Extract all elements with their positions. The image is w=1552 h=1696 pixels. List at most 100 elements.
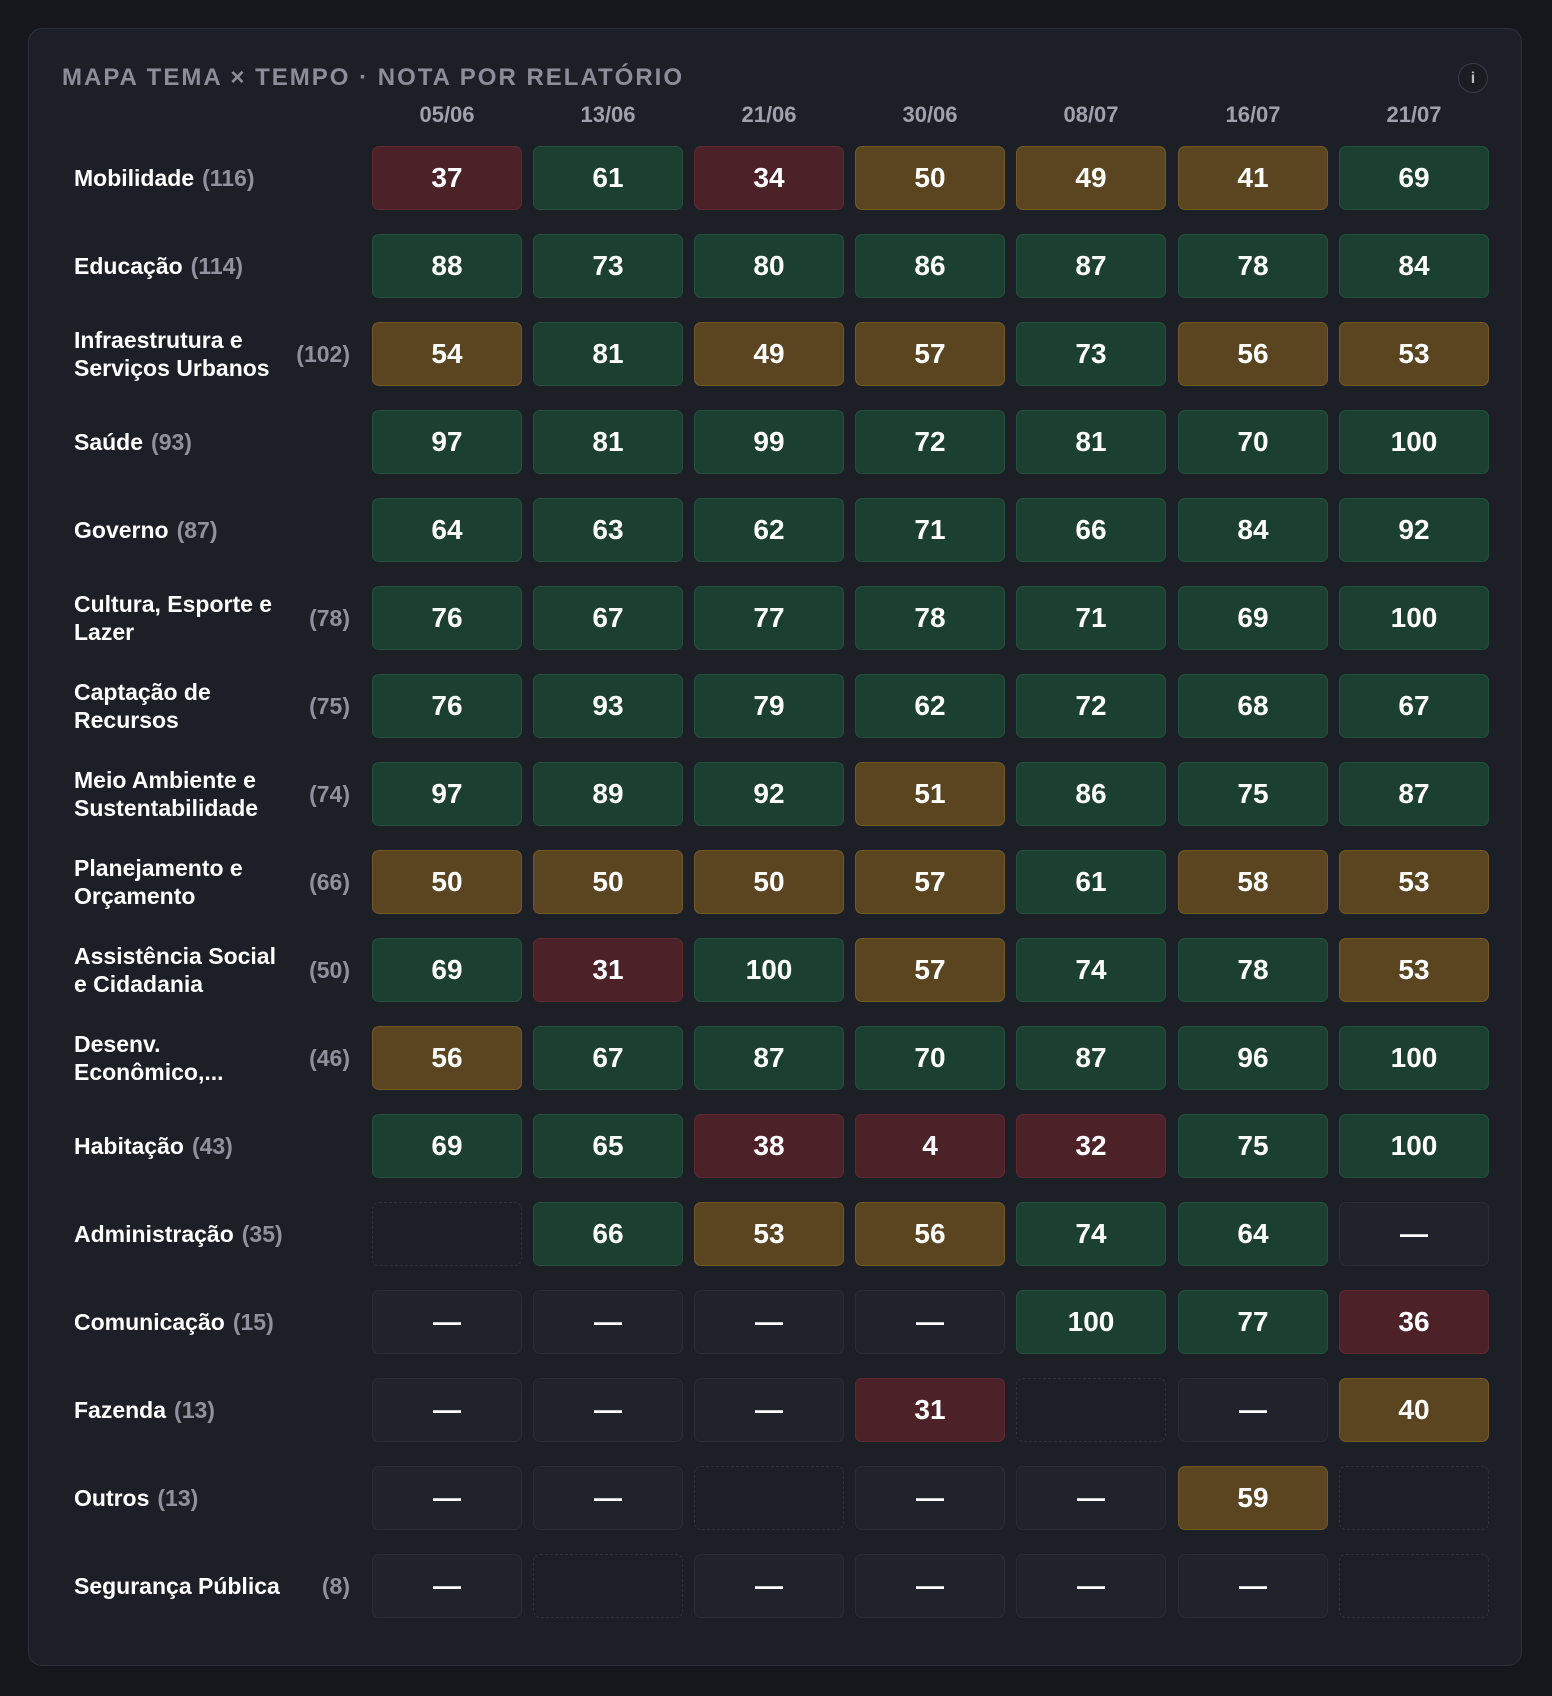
heatmap-cell[interactable]: 50 [372,850,522,914]
heatmap-cell[interactable]: 67 [1339,674,1489,738]
heatmap-cell[interactable]: — [1178,1378,1328,1442]
heatmap-cell[interactable]: 57 [855,322,1005,386]
heatmap-cell[interactable]: 36 [1339,1290,1489,1354]
heatmap-cell[interactable]: 77 [694,586,844,650]
heatmap-cell[interactable]: 31 [855,1378,1005,1442]
heatmap-cell[interactable]: 76 [372,586,522,650]
heatmap-cell[interactable]: 67 [533,1026,683,1090]
heatmap-cell[interactable]: 86 [855,234,1005,298]
heatmap-cell[interactable]: 67 [533,586,683,650]
heatmap-cell[interactable]: — [694,1290,844,1354]
heatmap-cell[interactable]: 97 [372,762,522,826]
heatmap-cell[interactable]: 100 [1339,1114,1489,1178]
heatmap-cell[interactable] [533,1554,683,1618]
heatmap-cell[interactable]: 31 [533,938,683,1002]
heatmap-cell[interactable]: — [855,1466,1005,1530]
heatmap-cell[interactable]: 100 [1339,410,1489,474]
heatmap-cell[interactable]: 56 [372,1026,522,1090]
heatmap-cell[interactable]: — [533,1290,683,1354]
heatmap-cell[interactable]: — [1016,1466,1166,1530]
heatmap-cell[interactable] [1339,1466,1489,1530]
heatmap-cell[interactable]: 86 [1016,762,1166,826]
heatmap-cell[interactable]: — [694,1554,844,1618]
heatmap-cell[interactable] [372,1202,522,1266]
heatmap-cell[interactable]: 77 [1178,1290,1328,1354]
heatmap-cell[interactable]: 69 [1178,586,1328,650]
heatmap-cell[interactable]: 69 [372,938,522,1002]
heatmap-cell[interactable]: 49 [1016,146,1166,210]
heatmap-cell[interactable]: 37 [372,146,522,210]
heatmap-cell[interactable]: 41 [1178,146,1328,210]
heatmap-cell[interactable]: 100 [1016,1290,1166,1354]
heatmap-cell[interactable]: 64 [1178,1202,1328,1266]
heatmap-cell[interactable]: 56 [1178,322,1328,386]
heatmap-cell[interactable]: 93 [533,674,683,738]
heatmap-cell[interactable]: 66 [1016,498,1166,562]
heatmap-cell[interactable] [694,1466,844,1530]
heatmap-cell[interactable]: 53 [1339,322,1489,386]
heatmap-cell[interactable]: 64 [372,498,522,562]
heatmap-cell[interactable]: 56 [855,1202,1005,1266]
heatmap-cell[interactable]: 100 [1339,1026,1489,1090]
heatmap-cell[interactable]: — [372,1466,522,1530]
heatmap-cell[interactable]: — [533,1466,683,1530]
heatmap-cell[interactable]: 74 [1016,1202,1166,1266]
heatmap-cell[interactable]: — [1339,1202,1489,1266]
heatmap-cell[interactable]: 65 [533,1114,683,1178]
heatmap-cell[interactable]: 66 [533,1202,683,1266]
heatmap-cell[interactable]: 76 [372,674,522,738]
heatmap-cell[interactable]: 54 [372,322,522,386]
heatmap-cell[interactable]: 50 [694,850,844,914]
heatmap-cell[interactable]: 100 [694,938,844,1002]
heatmap-cell[interactable]: 61 [533,146,683,210]
heatmap-cell[interactable]: — [372,1378,522,1442]
heatmap-cell[interactable]: 58 [1178,850,1328,914]
heatmap-cell[interactable]: 62 [694,498,844,562]
heatmap-cell[interactable]: 53 [1339,850,1489,914]
heatmap-cell[interactable]: 78 [855,586,1005,650]
heatmap-cell[interactable]: — [1016,1554,1166,1618]
heatmap-cell[interactable]: 57 [855,938,1005,1002]
heatmap-cell[interactable]: 87 [694,1026,844,1090]
heatmap-cell[interactable]: 87 [1016,234,1166,298]
heatmap-cell[interactable]: 100 [1339,586,1489,650]
heatmap-cell[interactable]: 70 [855,1026,1005,1090]
heatmap-cell[interactable]: 92 [694,762,844,826]
heatmap-cell[interactable]: 59 [1178,1466,1328,1530]
heatmap-cell[interactable]: — [855,1554,1005,1618]
heatmap-cell[interactable]: 40 [1339,1378,1489,1442]
heatmap-cell[interactable]: 80 [694,234,844,298]
heatmap-cell[interactable]: 50 [855,146,1005,210]
heatmap-cell[interactable]: 38 [694,1114,844,1178]
heatmap-cell[interactable]: — [855,1290,1005,1354]
heatmap-cell[interactable]: 79 [694,674,844,738]
heatmap-cell[interactable]: 63 [533,498,683,562]
heatmap-cell[interactable]: 89 [533,762,683,826]
heatmap-cell[interactable]: 75 [1178,762,1328,826]
heatmap-cell[interactable]: 75 [1178,1114,1328,1178]
heatmap-cell[interactable]: 50 [533,850,683,914]
heatmap-cell[interactable]: 53 [1339,938,1489,1002]
heatmap-cell[interactable]: 73 [1016,322,1166,386]
heatmap-cell[interactable] [1016,1378,1166,1442]
heatmap-cell[interactable]: 72 [1016,674,1166,738]
heatmap-cell[interactable]: 34 [694,146,844,210]
heatmap-cell[interactable]: — [533,1378,683,1442]
heatmap-cell[interactable]: 73 [533,234,683,298]
heatmap-cell[interactable]: 71 [855,498,1005,562]
heatmap-cell[interactable]: 81 [1016,410,1166,474]
heatmap-cell[interactable]: 71 [1016,586,1166,650]
heatmap-cell[interactable]: 68 [1178,674,1328,738]
heatmap-cell[interactable]: 81 [533,322,683,386]
heatmap-cell[interactable]: — [1178,1554,1328,1618]
heatmap-cell[interactable] [1339,1554,1489,1618]
heatmap-cell[interactable]: 32 [1016,1114,1166,1178]
heatmap-cell[interactable]: 57 [855,850,1005,914]
heatmap-cell[interactable]: 53 [694,1202,844,1266]
heatmap-cell[interactable]: — [372,1290,522,1354]
heatmap-cell[interactable]: 92 [1339,498,1489,562]
heatmap-cell[interactable]: 96 [1178,1026,1328,1090]
heatmap-cell[interactable]: 99 [694,410,844,474]
heatmap-cell[interactable]: 78 [1178,938,1328,1002]
heatmap-cell[interactable]: 62 [855,674,1005,738]
